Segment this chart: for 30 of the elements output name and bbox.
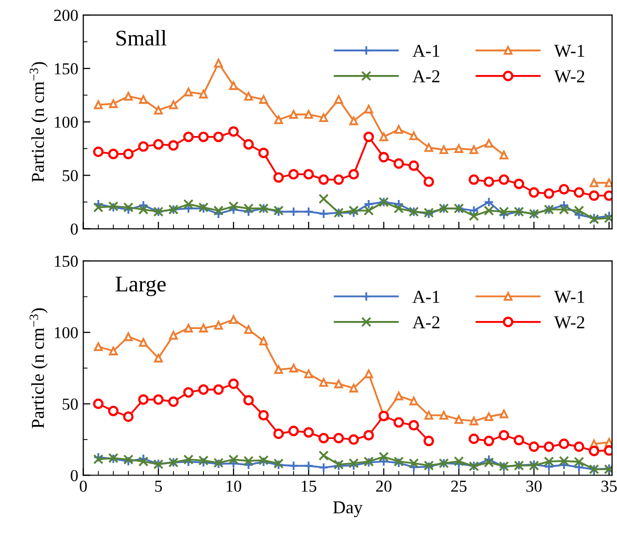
legend-label: A-1 bbox=[412, 290, 440, 303]
legend-label: W-1 bbox=[554, 44, 584, 58]
y-axis-title: Particle (n cm$^{−3}$) bbox=[30, 62, 48, 182]
x-tick-label: 5 bbox=[155, 480, 162, 492]
legend-label: A-1 bbox=[412, 44, 440, 57]
x-tick-label: 20 bbox=[376, 480, 392, 492]
legend-label: A-2 bbox=[412, 70, 440, 82]
y-tick-label: 100 bbox=[54, 327, 78, 338]
x-tick-label: 35 bbox=[602, 480, 617, 492]
x-tick-label: 15 bbox=[302, 480, 316, 492]
y-tick-label: 0 bbox=[70, 470, 78, 482]
text: Small bbox=[116, 30, 166, 46]
legend-label: W-2 bbox=[554, 316, 584, 329]
y-tick-label: 50 bbox=[62, 170, 78, 182]
x-tick-label: 0 bbox=[80, 480, 87, 492]
y-axis-title: Particle (n cm$^{−3}$) bbox=[30, 308, 48, 428]
legend-label: W-2 bbox=[554, 70, 584, 83]
legend-label: W-1 bbox=[554, 290, 584, 303]
x-axis-title: Day bbox=[333, 501, 363, 518]
x-tick-label: 30 bbox=[526, 480, 542, 492]
y-tick-label: 200 bbox=[54, 10, 78, 21]
y-tick-label: 0 bbox=[70, 223, 78, 235]
text: Large bbox=[116, 276, 166, 296]
legend-label: A-2 bbox=[412, 316, 440, 328]
x-tick-label: 10 bbox=[226, 480, 242, 492]
x-tick-label: 25 bbox=[451, 480, 467, 492]
y-tick-label: 150 bbox=[54, 256, 78, 267]
y-tick-label: 50 bbox=[62, 398, 78, 410]
y-tick-label: 150 bbox=[54, 63, 78, 74]
y-tick-label: 100 bbox=[54, 116, 78, 128]
